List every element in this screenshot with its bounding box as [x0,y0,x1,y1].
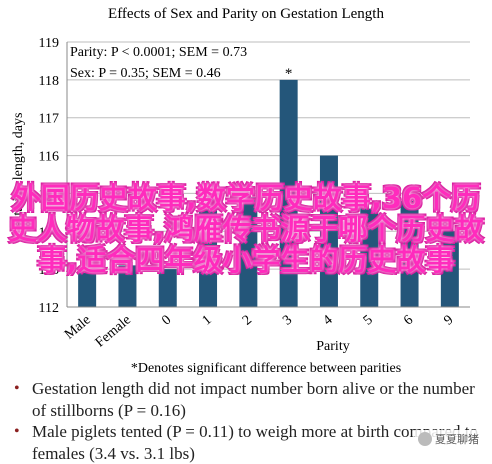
y-tick-label: 119 [39,36,59,51]
wechat-icon [418,432,432,446]
bar-4 [319,155,338,307]
bar-male [78,272,97,307]
bar-5 [360,208,379,307]
notes-list: • Gestation length did not impact number… [14,378,484,464]
x-tick-label: 1 [200,313,215,329]
overlay-caption-text: 外国历史故事,数学历史故事,36个历史人物故事,鸿雁传书源于哪个历史故事,适合四… [8,181,484,277]
bar-9 [440,231,459,307]
bullet-icon: • [14,380,20,397]
note-item: • Gestation length did not impact number… [14,378,484,421]
overlay-caption: 外国历史故事,数学历史故事,36个历史人物故事,鸿雁传书源于哪个历史故事,适合四… [0,183,492,276]
annotation-parity: Parity: P < 0.0001; SEM = 0.73 [70,45,247,60]
x-tick-label: 5 [361,313,376,329]
x-tick-label: 2 [240,313,255,329]
x-tick-labels: Male Female 0 1 2 3 4 5 6 9 [62,313,456,351]
x-tick-label: 6 [401,313,416,329]
x-tick-label: 3 [280,313,295,329]
note-text: Gestation length did not impact number b… [32,379,475,420]
y-tick-label: 116 [39,150,59,165]
y-axis-label: Gestation length, days [11,113,26,238]
y-tick-label: 114 [39,225,59,240]
footnote: *Denotes significant difference between … [131,361,401,376]
chart-title: Effects of Sex and Parity on Gestation L… [108,6,384,22]
y-tick-labels: 112 113 114 115 116 117 118 119 [39,36,59,316]
watermark-text: 夏夏聊猪 [435,433,479,446]
note-text: Male piglets tented (P = 0.11) to weigh … [32,422,478,463]
y-tick-label: 118 [39,74,59,89]
bullet-icon: • [14,423,20,440]
bar-1 [199,193,218,307]
bars [78,79,459,307]
y-tick-label: 112 [39,301,59,316]
bar-0 [158,269,177,307]
x-tick-label: 4 [321,313,336,329]
bar-3 [279,79,298,307]
note-item: • Male piglets tented (P = 0.11) to weig… [14,421,484,464]
bar-female [118,265,137,307]
y-tick-label: 117 [39,112,59,127]
y-tick-label: 115 [39,187,59,202]
watermark: 夏夏聊猪 [415,430,482,448]
bar-6 [400,201,419,307]
annotation-sex: Sex: P = 0.35; SEM = 0.46 [70,66,221,81]
x-tick-label: Female [93,313,134,351]
significance-star: * [285,66,293,82]
x-tick-label: 0 [159,313,174,329]
x-axis-label: Parity [316,339,349,354]
y-tick-label: 113 [39,263,59,278]
bar-2 [239,197,258,307]
x-tick-label: Male [62,313,94,343]
x-tick-label: 9 [441,313,456,329]
